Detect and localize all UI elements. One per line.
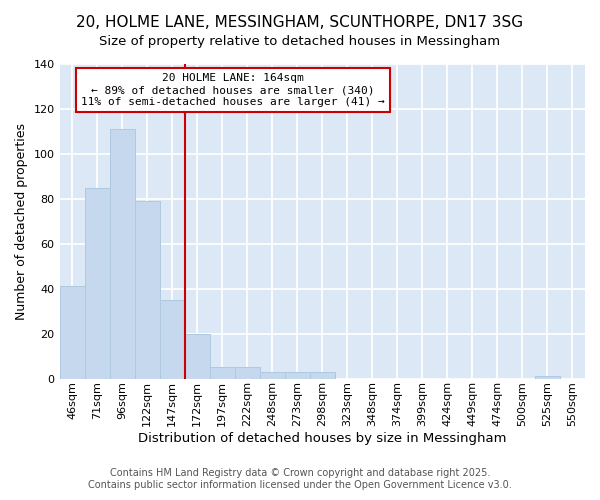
Bar [235, 368, 260, 378]
Bar [85, 188, 110, 378]
Bar [310, 372, 335, 378]
Bar [209, 368, 235, 378]
Bar [185, 334, 209, 378]
Bar [134, 201, 160, 378]
Text: 20, HOLME LANE, MESSINGHAM, SCUNTHORPE, DN17 3SG: 20, HOLME LANE, MESSINGHAM, SCUNTHORPE, … [76, 15, 524, 30]
Bar [110, 129, 134, 378]
Bar [260, 372, 285, 378]
Bar [285, 372, 310, 378]
Text: Size of property relative to detached houses in Messingham: Size of property relative to detached ho… [100, 35, 500, 48]
Bar [535, 376, 560, 378]
Bar [160, 300, 185, 378]
Text: 20 HOLME LANE: 164sqm
← 89% of detached houses are smaller (340)
11% of semi-det: 20 HOLME LANE: 164sqm ← 89% of detached … [81, 74, 385, 106]
Text: Contains HM Land Registry data © Crown copyright and database right 2025.
Contai: Contains HM Land Registry data © Crown c… [88, 468, 512, 490]
X-axis label: Distribution of detached houses by size in Messingham: Distribution of detached houses by size … [138, 432, 506, 445]
Y-axis label: Number of detached properties: Number of detached properties [15, 123, 28, 320]
Bar [59, 286, 85, 378]
